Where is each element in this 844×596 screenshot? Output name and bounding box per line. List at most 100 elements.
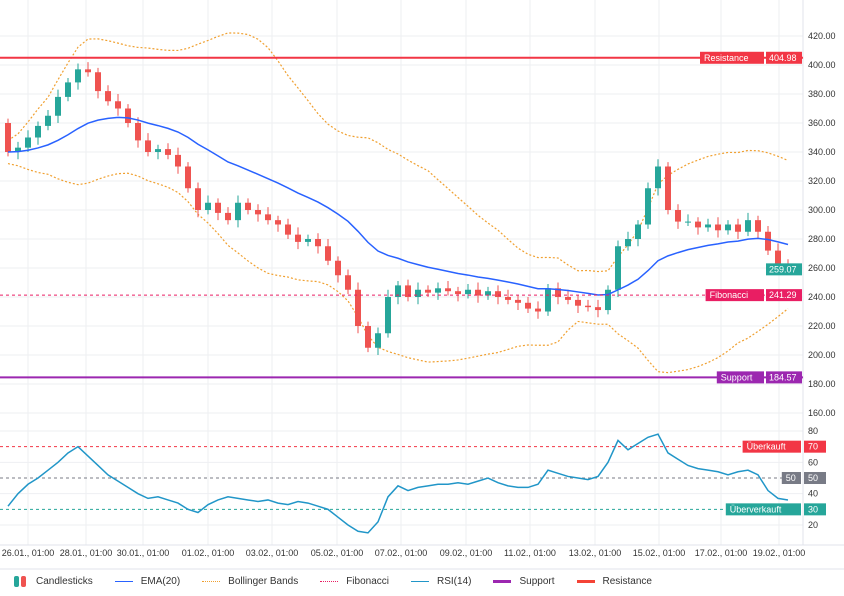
candle xyxy=(295,234,301,242)
legend-label: Bollinger Bands xyxy=(228,576,299,587)
chart-canvas[interactable]: 26.01., 01:00 28.01., 01:00 30.01., 01:00 0… xyxy=(0,0,844,570)
x-tick-label: 30.01., 01:00 xyxy=(117,548,170,558)
candle xyxy=(195,188,201,210)
price-tick-label: 220.00 xyxy=(808,321,836,331)
candle xyxy=(405,285,411,297)
candle xyxy=(715,224,721,231)
candle xyxy=(415,289,421,297)
price-tick-label: 160.00 xyxy=(808,408,836,418)
rsi-tick-label: 40 xyxy=(808,489,818,499)
candle xyxy=(285,224,291,235)
x-tick-label: 17.02., 01:00 xyxy=(695,548,748,558)
candle xyxy=(395,285,401,297)
legend-item[interactable]: Candlesticks xyxy=(14,576,93,587)
candle xyxy=(125,108,131,123)
level-label-bg xyxy=(705,289,764,302)
rsi-level-label-bg xyxy=(725,503,801,516)
price-tick-label: 300.00 xyxy=(808,205,836,215)
price-tick-label: 360.00 xyxy=(808,118,836,128)
legend-item[interactable]: RSI(14) xyxy=(411,576,471,587)
level-value-bg xyxy=(766,51,802,64)
price-tick-label: 180.00 xyxy=(808,379,836,389)
candle xyxy=(45,115,51,126)
price-tick-label: 260.00 xyxy=(808,263,836,273)
legend-swatch-icon xyxy=(493,580,512,583)
price-tick-label: 200.00 xyxy=(808,350,836,360)
price-tick-label: 340.00 xyxy=(808,147,836,157)
price-tick-label: 380.00 xyxy=(808,89,836,99)
candle xyxy=(615,246,621,290)
candle xyxy=(685,221,691,223)
candle xyxy=(55,96,61,116)
rsi-tick-label: 80 xyxy=(808,426,818,436)
rsi-level-value: 30 xyxy=(808,504,818,514)
price-tick-label: 240.00 xyxy=(808,292,836,302)
legend-swatch-icon xyxy=(202,581,221,582)
legend-item[interactable]: Fibonacci xyxy=(320,576,389,587)
level-label: Support xyxy=(721,372,753,382)
candle xyxy=(65,82,71,97)
legend-label: Resistance xyxy=(602,576,652,587)
legend-label: Candlesticks xyxy=(36,576,93,587)
candle xyxy=(115,101,121,109)
x-tick-label: 07.02., 01:00 xyxy=(375,548,428,558)
candle xyxy=(445,288,451,292)
level-label-bg xyxy=(700,51,764,64)
legend-swatch-icon xyxy=(114,581,133,582)
level-label: Fibonacci xyxy=(710,290,749,300)
candle xyxy=(455,291,461,295)
legend-label: Fibonacci xyxy=(346,576,390,587)
candle xyxy=(665,166,671,210)
candle xyxy=(25,137,31,148)
bollinger-upper-band xyxy=(7,32,789,273)
candle xyxy=(695,221,701,228)
legend-label: EMA(20) xyxy=(140,576,181,587)
price-tick-label: 420.00 xyxy=(808,31,836,41)
candle xyxy=(335,260,341,276)
candle xyxy=(265,214,271,221)
last-price-bg xyxy=(766,263,802,276)
candle xyxy=(745,220,751,232)
candle xyxy=(535,308,541,312)
rsi-tick-label: 20 xyxy=(808,520,818,530)
candle xyxy=(765,231,771,251)
level-value: 241.29 xyxy=(769,290,797,300)
candle xyxy=(185,166,191,189)
candle xyxy=(475,289,481,296)
legend-swatch-icon xyxy=(411,581,430,582)
candle xyxy=(75,69,81,83)
level-value-bg xyxy=(766,371,802,384)
legend-item[interactable]: Bollinger Bands xyxy=(202,576,298,587)
legend-item[interactable]: Resistance xyxy=(576,576,652,587)
x-tick-label: 15.02., 01:00 xyxy=(633,548,686,558)
level-label-bg xyxy=(716,371,764,384)
x-tick-label: 13.02., 01:00 xyxy=(569,548,622,558)
candle xyxy=(755,220,761,232)
candle xyxy=(345,275,351,290)
candle xyxy=(355,289,361,326)
level-value-bg xyxy=(766,289,802,302)
x-tick-label: 26.01., 01:00 xyxy=(2,548,55,558)
rsi-level-value-bg xyxy=(804,440,826,453)
legend-item[interactable]: Support xyxy=(493,576,555,587)
candle xyxy=(155,149,161,152)
legend-swatch-icon xyxy=(576,580,595,583)
candle xyxy=(485,291,491,296)
candle xyxy=(15,147,21,152)
candle xyxy=(365,326,371,348)
price-tick-label: 280.00 xyxy=(808,234,836,244)
candle xyxy=(585,305,591,308)
candle xyxy=(135,123,141,141)
rsi-level-label-bg xyxy=(781,472,801,485)
bollinger-lower-band xyxy=(7,163,789,374)
legend-item[interactable]: EMA(20) xyxy=(114,576,181,587)
candle xyxy=(235,202,241,221)
candle xyxy=(515,299,521,303)
candle xyxy=(315,239,321,247)
candle xyxy=(105,91,111,102)
candle xyxy=(545,288,551,312)
legend: Candlesticks EMA(20) Bollinger Bands Fibona… xyxy=(14,576,674,587)
level-value: 184.57 xyxy=(769,372,797,382)
candle xyxy=(525,302,531,309)
